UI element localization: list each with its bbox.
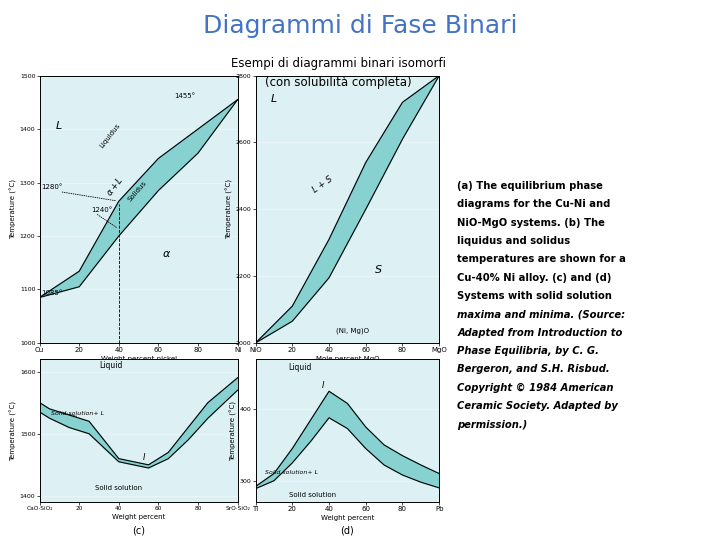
Polygon shape <box>40 378 238 468</box>
Text: Solid solution+ L: Solid solution+ L <box>52 411 104 416</box>
Text: 1085°: 1085° <box>42 290 63 296</box>
X-axis label: Mole percent MgO: Mole percent MgO <box>315 356 379 362</box>
Polygon shape <box>256 392 439 489</box>
Text: Bergeron, and S.H. Risbud.: Bergeron, and S.H. Risbud. <box>457 364 610 375</box>
X-axis label: Weight percent nickel: Weight percent nickel <box>101 356 176 362</box>
Text: diagrams for the Cu-Ni and: diagrams for the Cu-Ni and <box>457 199 611 210</box>
Text: 1455°: 1455° <box>174 93 195 99</box>
Text: Systems with solid solution: Systems with solid solution <box>457 291 612 301</box>
Text: maxima and minima. (Source:: maxima and minima. (Source: <box>457 309 626 320</box>
Text: NiO-MgO systems. (b) The: NiO-MgO systems. (b) The <box>457 218 605 228</box>
Y-axis label: Temperature (°C): Temperature (°C) <box>10 179 17 239</box>
Text: 1280°: 1280° <box>42 185 63 191</box>
Polygon shape <box>40 100 238 298</box>
Y-axis label: Temperature (°C): Temperature (°C) <box>230 401 237 461</box>
Text: Phase Equilibria, by C. G.: Phase Equilibria, by C. G. <box>457 346 599 356</box>
Text: (c): (c) <box>132 525 145 536</box>
Text: (d): (d) <box>341 525 354 536</box>
Text: I: I <box>322 381 324 390</box>
Text: Ceramic Society. Adapted by: Ceramic Society. Adapted by <box>457 401 618 411</box>
Text: Esempi di diagrammi binari isomorfi
(con solubilità completa): Esempi di diagrammi binari isomorfi (con… <box>231 57 446 89</box>
Text: Copyright © 1984 American: Copyright © 1984 American <box>457 383 613 393</box>
Text: L: L <box>55 121 62 131</box>
Text: Liquidus: Liquidus <box>99 122 122 149</box>
Text: (a) The equilibrium phase: (a) The equilibrium phase <box>457 181 603 191</box>
Text: Solidus: Solidus <box>127 179 148 202</box>
Text: I: I <box>143 453 145 462</box>
Y-axis label: Temperature (°C): Temperature (°C) <box>225 179 233 239</box>
Text: $\alpha+L$: $\alpha+L$ <box>103 174 125 198</box>
Text: Diagrammi di Fase Binari: Diagrammi di Fase Binari <box>203 14 517 37</box>
Text: L: L <box>270 94 276 104</box>
Text: Solid solution+ L: Solid solution+ L <box>265 470 318 475</box>
Text: $\alpha$: $\alpha$ <box>163 249 171 259</box>
Text: (Ni, Mg)O: (Ni, Mg)O <box>336 328 369 334</box>
Text: 1240°: 1240° <box>91 207 112 213</box>
Text: (a): (a) <box>132 370 145 380</box>
Text: temperatures are shown for a: temperatures are shown for a <box>457 254 626 265</box>
X-axis label: Weight percent: Weight percent <box>112 514 166 520</box>
Text: Liquid: Liquid <box>99 361 122 370</box>
Text: Cu-40% Ni alloy. (c) and (d): Cu-40% Ni alloy. (c) and (d) <box>457 273 611 283</box>
Text: Solid solution: Solid solution <box>289 492 336 498</box>
Text: (b): (b) <box>341 370 354 380</box>
Text: Adapted from Introduction to: Adapted from Introduction to <box>457 328 623 338</box>
X-axis label: Weight percent: Weight percent <box>320 515 374 521</box>
Y-axis label: Temperature (°C): Temperature (°C) <box>10 401 17 461</box>
Text: S: S <box>375 265 382 275</box>
Text: Solid solution: Solid solution <box>95 485 142 491</box>
Text: L + S: L + S <box>311 174 334 194</box>
Text: liquidus and solidus: liquidus and solidus <box>457 236 570 246</box>
Polygon shape <box>256 76 439 343</box>
Text: Liquid: Liquid <box>289 363 312 372</box>
Text: permission.): permission.) <box>457 420 528 430</box>
